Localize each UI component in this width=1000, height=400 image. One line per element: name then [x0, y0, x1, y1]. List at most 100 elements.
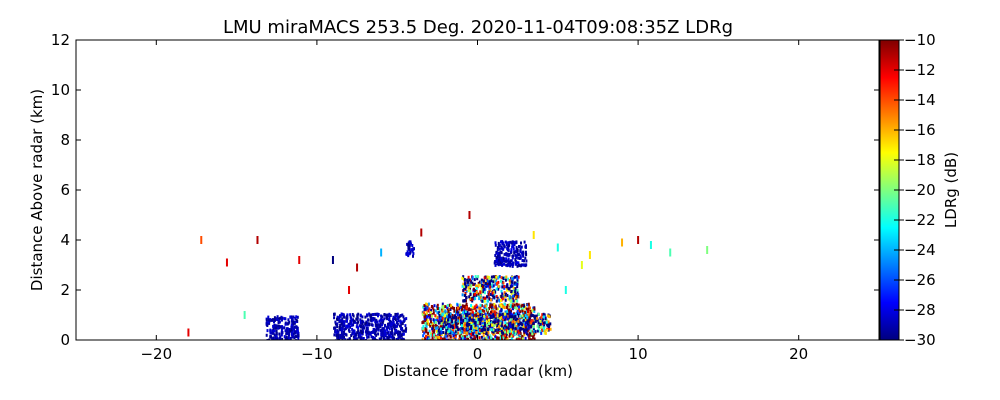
echo-pixel	[350, 316, 353, 320]
echo-pixel	[409, 250, 412, 254]
echo-pixel	[489, 303, 492, 307]
echo-pixel	[408, 247, 411, 251]
echo-pixel	[505, 263, 508, 267]
echo-pixel	[446, 320, 449, 324]
echo-pixel	[515, 246, 518, 249]
echo-pixel	[546, 323, 549, 327]
echo-pixel	[541, 313, 544, 317]
echo-pixel	[477, 275, 480, 279]
y-tick-label: 12	[51, 31, 70, 49]
echo-pixel	[378, 319, 381, 323]
echo-pixel	[422, 334, 425, 338]
echo-pixel	[438, 336, 441, 339]
echo-pixel	[498, 247, 501, 251]
echo-pixel	[545, 318, 548, 322]
echo-pixel	[365, 333, 368, 336]
echo-pixel	[450, 324, 453, 328]
echo-pixel	[500, 327, 503, 330]
echo-pixel	[406, 250, 409, 254]
echo-pixel	[395, 314, 398, 318]
echo-pixel	[502, 276, 505, 280]
echo-pixel	[510, 334, 513, 338]
echo-pixel	[493, 310, 496, 314]
echo-pixel	[395, 328, 398, 332]
echo-pixel	[472, 318, 475, 322]
echo-pixel	[505, 259, 507, 263]
echo-pixel	[479, 291, 482, 294]
echo-pixel	[507, 297, 510, 301]
echo-pixel	[513, 251, 516, 255]
echo-pixel	[361, 322, 364, 326]
echo-pixel	[527, 310, 529, 314]
echo-pixel	[457, 328, 460, 332]
echo-pixel	[467, 286, 470, 290]
echo-pixel	[515, 260, 518, 264]
echo-pixel	[539, 325, 542, 329]
echo-pixel	[438, 313, 441, 317]
echo-pixel	[445, 320, 448, 324]
echo-pixel	[518, 245, 520, 248]
echo-pixel	[291, 335, 294, 339]
echo-pixel	[502, 281, 505, 285]
echo-pixel	[381, 330, 384, 334]
echo-pixel	[479, 303, 482, 307]
echo-pixel	[475, 317, 478, 321]
echo-pixel	[389, 333, 392, 337]
echo-pixel	[502, 326, 505, 330]
echo-pixel	[468, 278, 471, 282]
echo-pixel	[449, 303, 451, 307]
echo-pixel	[342, 324, 345, 328]
echo-pixel	[509, 325, 512, 329]
echo-pixel	[425, 302, 427, 306]
echo-pixel	[447, 338, 450, 340]
echo-pixel	[386, 325, 389, 329]
echo-pixel	[383, 333, 386, 337]
echo-pixel	[516, 252, 519, 256]
echo-pixel	[293, 336, 296, 340]
echo-pixel	[354, 320, 357, 324]
echo-pixel	[373, 317, 376, 321]
echo-pixel	[336, 325, 339, 329]
echo-pixel	[543, 324, 546, 328]
echo-pixel	[399, 321, 402, 324]
echo-pixel	[527, 326, 530, 330]
echo-pixel	[467, 284, 470, 288]
echo-pixel	[435, 318, 438, 322]
echo-pixel	[412, 252, 415, 256]
echo-pixel	[494, 254, 497, 257]
echo-pixel	[283, 326, 286, 330]
echo-pixel	[497, 246, 500, 249]
echo-pixel	[533, 316, 536, 320]
echo-pixel	[512, 323, 515, 327]
echo-pixel	[474, 324, 477, 328]
echo-pixel	[464, 320, 467, 324]
echo-pixel	[503, 291, 506, 295]
echo-pixel	[515, 325, 518, 328]
echo-pixel	[475, 290, 478, 294]
echo-pixel	[474, 326, 476, 330]
echo-pixel	[496, 252, 499, 255]
echo-pixel	[523, 329, 525, 333]
echo-pixel	[547, 320, 550, 324]
echo-pixel	[497, 260, 500, 264]
echo-pixel	[520, 245, 523, 249]
echo-pixel	[488, 297, 491, 301]
colorbar-tick-label: −22	[904, 211, 936, 229]
echo-pixel	[343, 335, 345, 339]
echo-pixel	[423, 315, 426, 319]
echo-pixel	[387, 325, 390, 329]
echo-pixel	[507, 313, 510, 317]
echo-pixel	[448, 313, 450, 317]
echo-pixel	[478, 280, 481, 284]
echo-speck	[225, 258, 228, 267]
echo-pixel	[492, 284, 495, 288]
echo-pixel	[290, 326, 293, 330]
echo-pixel	[272, 324, 275, 328]
echo-pixel	[466, 321, 469, 325]
echo-pixel	[296, 315, 299, 319]
echo-pixel	[292, 315, 295, 319]
echo-pixel	[340, 327, 343, 331]
echo-pixel	[405, 317, 408, 321]
echo-pixel	[528, 320, 531, 324]
echo-pixel	[467, 275, 470, 279]
